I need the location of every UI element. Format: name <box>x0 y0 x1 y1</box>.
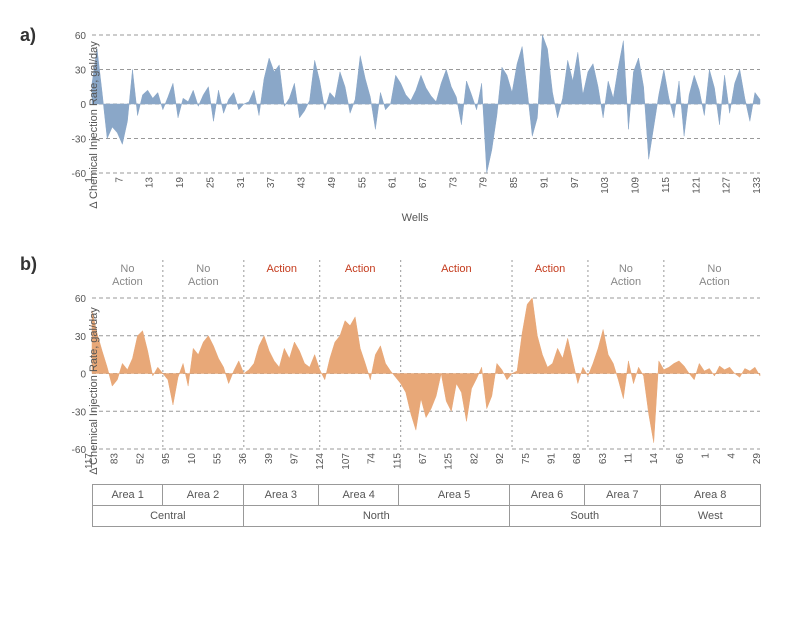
panel-b: b) Δ Chemical Injection Rate, gal/day -6… <box>20 254 780 527</box>
region-cell: North <box>244 506 510 526</box>
svg-text:Action: Action <box>266 263 297 275</box>
svg-text:7: 7 <box>114 177 125 183</box>
svg-text:Action: Action <box>441 263 472 275</box>
svg-text:43: 43 <box>297 177 308 189</box>
svg-text:No: No <box>619 263 633 275</box>
svg-text:31: 31 <box>236 177 247 189</box>
area-cell: Area 1 <box>93 485 163 505</box>
chart-a-xlabel: Wells <box>50 212 780 224</box>
svg-text:36: 36 <box>238 453 249 465</box>
svg-text:60: 60 <box>75 294 87 305</box>
svg-text:Action: Action <box>611 276 642 288</box>
svg-text:97: 97 <box>290 453 301 465</box>
svg-text:-30: -30 <box>72 407 87 418</box>
svg-text:-30: -30 <box>72 135 87 146</box>
region-cell: West <box>661 506 761 526</box>
svg-text:10: 10 <box>187 453 198 465</box>
svg-text:55: 55 <box>212 453 223 465</box>
svg-text:0: 0 <box>80 100 86 111</box>
svg-text:115: 115 <box>661 177 672 193</box>
svg-text:14: 14 <box>649 453 660 465</box>
svg-text:11: 11 <box>624 453 635 464</box>
svg-text:85: 85 <box>509 177 520 189</box>
svg-text:68: 68 <box>572 453 583 465</box>
region-cell: South <box>510 506 661 526</box>
svg-text:91: 91 <box>539 177 550 189</box>
area-row: Area 1Area 2Area 3Area 4Area 5Area 6Area… <box>92 484 761 505</box>
svg-text:Action: Action <box>112 276 143 288</box>
svg-text:83: 83 <box>110 453 121 465</box>
svg-text:55: 55 <box>357 177 368 189</box>
svg-text:39: 39 <box>264 453 275 465</box>
svg-text:121: 121 <box>691 177 702 194</box>
svg-text:19: 19 <box>175 177 186 189</box>
svg-text:63: 63 <box>598 453 609 465</box>
svg-text:29: 29 <box>752 453 763 465</box>
svg-text:30: 30 <box>75 332 87 343</box>
svg-text:73: 73 <box>448 177 459 189</box>
svg-text:95: 95 <box>161 453 172 465</box>
panel-a-label: a) <box>20 25 36 46</box>
svg-text:37: 37 <box>266 177 277 189</box>
svg-text:66: 66 <box>675 453 686 465</box>
svg-text:61: 61 <box>388 177 399 189</box>
area-cell: Area 5 <box>399 485 509 505</box>
area-cell: Area 4 <box>319 485 399 505</box>
svg-text:13: 13 <box>145 177 156 189</box>
svg-text:No: No <box>120 263 134 275</box>
svg-text:Action: Action <box>699 276 730 288</box>
svg-text:67: 67 <box>418 453 429 465</box>
svg-text:133: 133 <box>752 177 763 194</box>
svg-text:4: 4 <box>726 453 737 459</box>
svg-text:82: 82 <box>469 453 480 465</box>
chart-a-wrap: Δ Chemical Injection Rate, gal/day -60-3… <box>50 25 780 224</box>
svg-text:25: 25 <box>205 177 216 189</box>
svg-text:Action: Action <box>188 276 219 288</box>
svg-text:Action: Action <box>345 263 376 275</box>
area-cell: Area 7 <box>585 485 660 505</box>
svg-text:125: 125 <box>444 453 455 470</box>
svg-text:127: 127 <box>722 177 733 194</box>
svg-text:0: 0 <box>80 370 86 381</box>
chart-a-ylabel: Δ Chemical Injection Rate, gal/day <box>88 41 100 209</box>
svg-text:75: 75 <box>521 453 532 465</box>
svg-text:109: 109 <box>631 177 642 194</box>
svg-text:107: 107 <box>341 453 352 470</box>
svg-text:67: 67 <box>418 177 429 189</box>
area-cell: Area 6 <box>510 485 585 505</box>
svg-text:1: 1 <box>701 453 712 459</box>
svg-text:Action: Action <box>535 263 566 275</box>
svg-text:124: 124 <box>315 453 326 470</box>
svg-text:30: 30 <box>75 66 87 77</box>
svg-text:79: 79 <box>479 177 490 189</box>
chart-b-ylabel: Δ Chemical Injection Rate, gal/day <box>88 307 100 475</box>
svg-text:No: No <box>196 263 210 275</box>
svg-text:92: 92 <box>495 453 506 465</box>
svg-text:No: No <box>707 263 721 275</box>
area-cell: Area 8 <box>661 485 761 505</box>
svg-text:115: 115 <box>392 453 403 469</box>
svg-text:49: 49 <box>327 177 338 189</box>
chart-b-wrap: Δ Chemical Injection Rate, gal/day -60-3… <box>50 254 780 527</box>
chart-b-svg: -60-300306011783529510553639971241077411… <box>50 254 770 479</box>
svg-text:74: 74 <box>367 453 378 465</box>
area-cell: Area 3 <box>244 485 319 505</box>
chart-a-svg: -60-300306017131925313743495561677379859… <box>50 25 770 205</box>
svg-text:103: 103 <box>600 177 611 194</box>
svg-text:91: 91 <box>546 453 557 465</box>
panel-b-label: b) <box>20 254 37 275</box>
svg-text:52: 52 <box>135 453 146 465</box>
region-row: CentralNorthSouthWest <box>92 505 761 527</box>
panel-a: a) Δ Chemical Injection Rate, gal/day -6… <box>20 25 780 224</box>
svg-text:60: 60 <box>75 31 87 42</box>
svg-text:97: 97 <box>570 177 581 189</box>
region-cell: Central <box>93 506 244 526</box>
area-cell: Area 2 <box>163 485 243 505</box>
